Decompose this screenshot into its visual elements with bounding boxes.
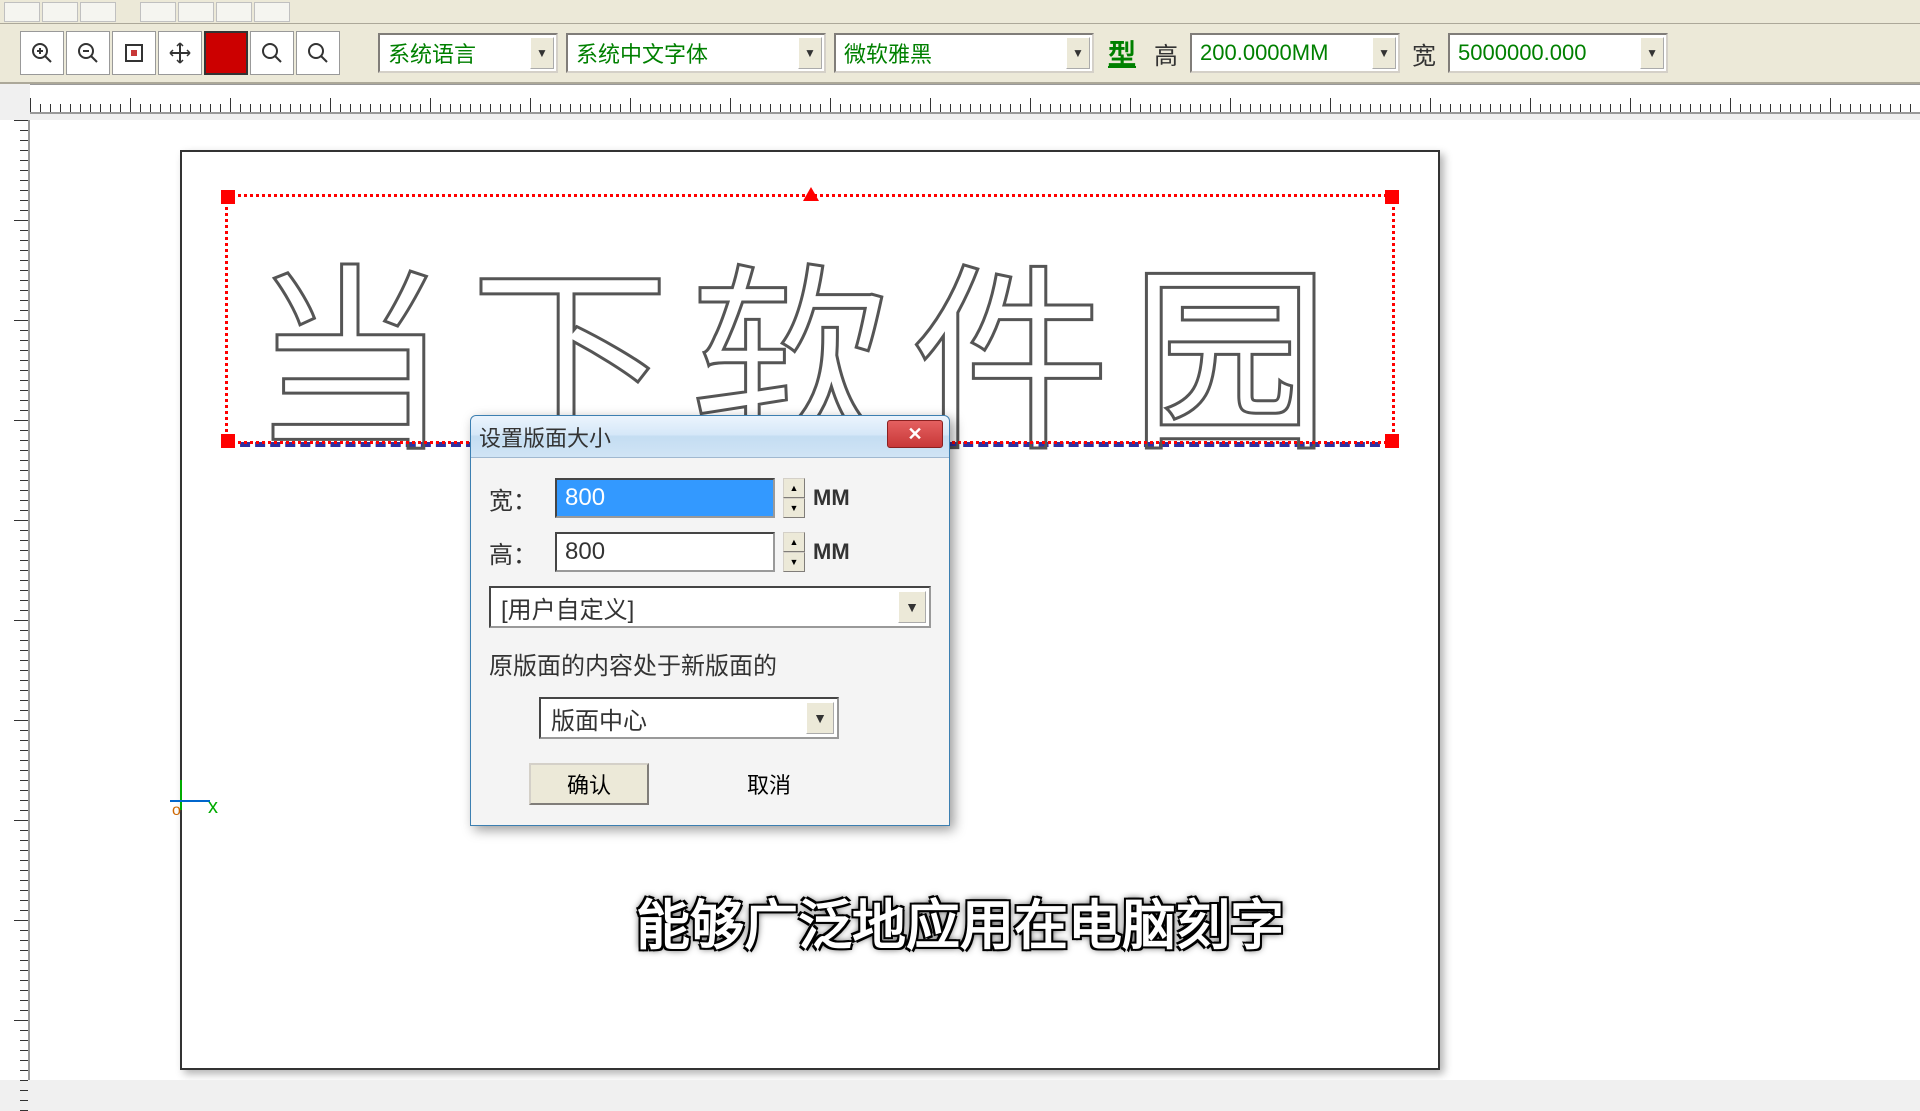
- height-input[interactable]: [555, 532, 775, 572]
- fill-color-icon[interactable]: [204, 31, 248, 75]
- height-dropdown[interactable]: 200.0000MM ▼: [1190, 33, 1400, 73]
- selection-handle[interactable]: [1385, 434, 1399, 448]
- width-dropdown[interactable]: 5000000.000 ▼: [1448, 33, 1668, 73]
- position-combo[interactable]: 版面中心 ▼: [539, 697, 839, 739]
- height-label: 高: [1154, 36, 1178, 71]
- type-label: 型: [1108, 33, 1136, 73]
- cn-font-value: 系统中文字体: [576, 37, 708, 69]
- height-value: 200.0000MM: [1200, 40, 1328, 66]
- unit-label: MM: [813, 539, 850, 565]
- origin-x-label: x: [208, 796, 218, 819]
- chevron-down-icon: ▼: [1066, 37, 1090, 69]
- vertical-ruler: [0, 120, 30, 1080]
- spinner-up-icon[interactable]: ▲: [783, 478, 805, 498]
- width-label: 宽: [1412, 36, 1436, 71]
- position-value: 版面中心: [551, 701, 647, 736]
- ok-label: 确认: [567, 768, 611, 800]
- chevron-down-icon: ▼: [798, 37, 822, 69]
- toolbar-button[interactable]: [178, 2, 214, 22]
- language-dropdown[interactable]: 系统语言 ▼: [378, 33, 558, 73]
- spinner-down-icon[interactable]: ▼: [783, 552, 805, 572]
- zoom-fit-icon[interactable]: [112, 31, 156, 75]
- position-section-label: 原版面的内容处于新版面的: [489, 646, 931, 681]
- selection-handle[interactable]: [1385, 190, 1399, 204]
- zoom-button-group: [20, 31, 340, 75]
- chevron-down-icon: ▼: [806, 702, 834, 734]
- dialog-titlebar[interactable]: 设置版面大小 ✕: [471, 416, 949, 458]
- selection-handle[interactable]: [221, 434, 235, 448]
- chevron-down-icon: ▼: [530, 37, 554, 69]
- zoom-page-icon[interactable]: [296, 31, 340, 75]
- close-button[interactable]: ✕: [887, 420, 943, 448]
- font-family-value: 微软雅黑: [844, 37, 932, 69]
- height-field-label: 高：: [489, 535, 547, 570]
- selection-handle[interactable]: [221, 190, 235, 204]
- zoom-in-icon[interactable]: [20, 31, 64, 75]
- cn-font-dropdown[interactable]: 系统中文字体 ▼: [566, 33, 826, 73]
- chevron-down-icon: ▼: [898, 591, 926, 623]
- dialog-title: 设置版面大小: [479, 421, 611, 453]
- spinner-down-icon[interactable]: ▼: [783, 498, 805, 518]
- toolbar-button[interactable]: [216, 2, 252, 22]
- zoom-out-icon[interactable]: [66, 31, 110, 75]
- width-field-label: 宽：: [489, 481, 547, 516]
- spinner-up-icon[interactable]: ▲: [783, 532, 805, 552]
- format-toolbar: 系统语言 ▼ 系统中文字体 ▼ 微软雅黑 ▼ 型 高 200.0000MM ▼ …: [0, 24, 1920, 84]
- toolbar-button[interactable]: [140, 2, 176, 22]
- dialog-body: 宽： ▲ ▼ MM 高： ▲ ▼ MM: [471, 458, 949, 825]
- toolbar-button[interactable]: [4, 2, 40, 22]
- top-toolbar-partial: [0, 0, 1920, 24]
- close-icon: ✕: [907, 424, 922, 445]
- horizontal-ruler: // generated below in populate: [30, 84, 1920, 114]
- toolbar-button[interactable]: [80, 2, 116, 22]
- width-value: 5000000.000: [1458, 40, 1586, 66]
- preset-value: [用户自定义]: [501, 590, 634, 625]
- font-family-dropdown[interactable]: 微软雅黑 ▼: [834, 33, 1094, 73]
- chevron-down-icon: ▼: [1372, 37, 1396, 69]
- toolbar-button[interactable]: [254, 2, 290, 22]
- cancel-label: 取消: [747, 768, 791, 800]
- language-value: 系统语言: [388, 37, 476, 69]
- toolbar-button[interactable]: [42, 2, 78, 22]
- pan-icon[interactable]: [158, 31, 202, 75]
- origin-o-label: o: [172, 802, 181, 820]
- preset-combo[interactable]: [用户自定义] ▼: [489, 586, 931, 628]
- cancel-button[interactable]: 取消: [709, 763, 829, 805]
- video-subtitle: 能够广泛地应用在电脑刻字: [636, 881, 1284, 960]
- zoom-selection-icon[interactable]: [250, 31, 294, 75]
- selection-handle[interactable]: [803, 187, 819, 201]
- unit-label: MM: [813, 485, 850, 511]
- chevron-down-icon: ▼: [1640, 37, 1664, 69]
- selection-bounding-box[interactable]: [225, 194, 1395, 444]
- page-size-dialog: 设置版面大小 ✕ 宽： ▲ ▼ MM 高：: [470, 415, 950, 826]
- ok-button[interactable]: 确认: [529, 763, 649, 805]
- width-input[interactable]: [555, 478, 775, 518]
